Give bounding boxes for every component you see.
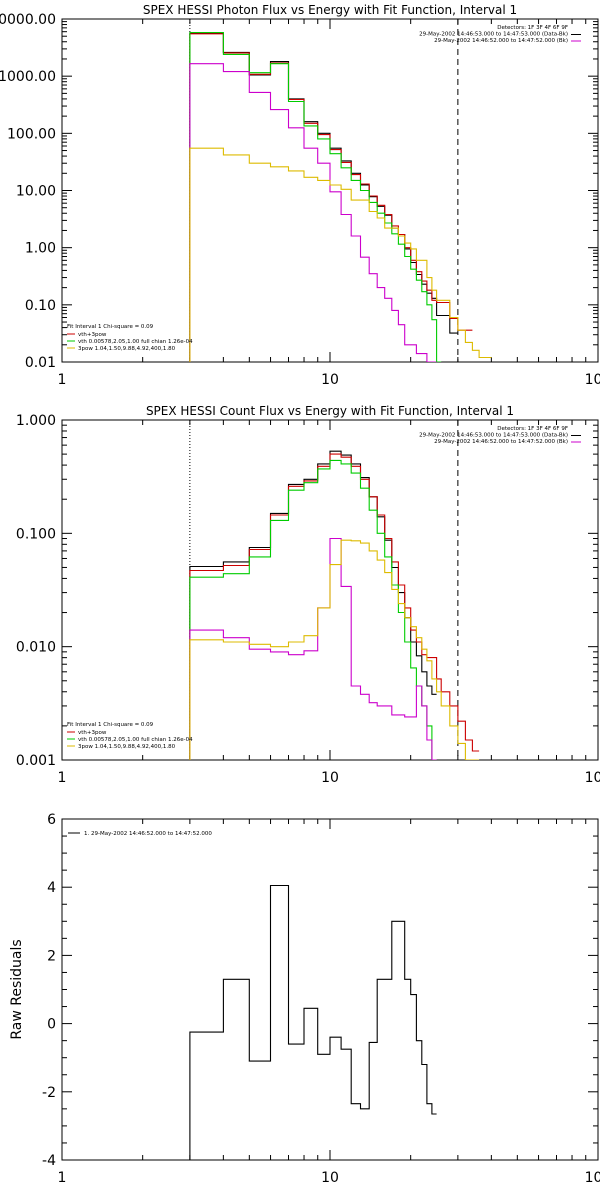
panel-1-y-tick-label: 10000.00	[0, 12, 56, 28]
panel-2-x-tick-label: 10	[321, 770, 339, 786]
panel-1-legend-entry: 3pow 1.04,1.50,9.88,4.92,400,1.80	[78, 346, 176, 352]
panel-3-y-tick-label: 6	[47, 812, 56, 828]
panel-3-series-1-line	[189, 884, 437, 1160]
panel-2-fit-title: Fit Interval 1 Chi-square = 0.09	[67, 722, 154, 728]
panel-2-series-5-line	[189, 539, 480, 760]
panel-1-y-tick-label: 1.00	[25, 241, 56, 257]
panel-3-y-tick-label: 2	[47, 948, 56, 964]
panel-2-legend-entry: vth 0.00578,2.05,1.00 full chian 1.26e-0…	[78, 737, 193, 743]
panel-3-x-tick-label: 100	[585, 1170, 600, 1186]
panel-1-y-tick-label: 0.01	[25, 355, 56, 371]
panel-1-fit-title: Fit Interval 1 Chi-square = 0.09	[67, 324, 154, 330]
panel-1-y-tick-label: 10.00	[16, 184, 56, 200]
panel-1-x-tick-label: 1	[58, 372, 67, 388]
panel-2-title: SPEX HESSI Count Flux vs Energy with Fit…	[146, 404, 514, 418]
panel-1-header-text: 29-May-2002 14:46:52.000 to 14:47:52.000…	[434, 38, 568, 44]
panel-2-y-tick-label: 0.010	[16, 640, 56, 656]
panel-3-y-tick-label: -4	[42, 1153, 56, 1169]
panel-2-x-tick-label: 100	[585, 770, 600, 786]
panel-3-x-tick-label: 10	[321, 1170, 339, 1186]
panel-1-series-3-line	[189, 31, 442, 362]
panel-2-y-tick-label: 1.000	[16, 413, 56, 429]
panel-1-y-tick-label: 100.00	[7, 126, 56, 142]
panel-1-series-2-line	[189, 33, 473, 362]
panel-2-series-3-line	[189, 459, 437, 760]
panel-3-plot-frame	[61, 818, 599, 1161]
panel-1-series-1-line	[189, 32, 458, 362]
panel-1-legend-entry: vth+3pow	[78, 332, 107, 338]
panel-1-series-4-line	[189, 63, 437, 362]
panel-2-legend-entry: 3pow 1.04,1.50,9.88,4.92,400,1.80	[78, 744, 176, 750]
panel-3-x-tick-label: 1	[58, 1170, 67, 1186]
panel-2-header-text: 29-May-2002 14:46:52.000 to 14:47:52.000…	[434, 439, 568, 445]
panel-2-x-tick-label: 1	[58, 770, 67, 786]
panel-2-y-tick-label: 0.100	[16, 526, 56, 542]
panel-3-y-tick-label: 4	[47, 880, 56, 896]
panel-1-legend-entry: vth 0.00578,2.05,1.00 full chian 1.26e-0…	[78, 339, 193, 345]
panel-3-y-tick-label: -2	[42, 1085, 56, 1101]
panel-2-series-4-line	[189, 537, 437, 760]
panel-2-legend-entry: vth+3pow	[78, 730, 107, 736]
panel-3-y-tick-label: 0	[47, 1017, 56, 1033]
panel-2-header-text: 29-May-2002 14:46:53.000 to 14:47:53.000…	[419, 433, 568, 439]
panel-1-header-text: Detectors: 1F 3F 4F 6F 9F	[497, 25, 568, 31]
panel-2-series-1-line	[189, 450, 437, 760]
panel-1-title: SPEX HESSI Photon Flux vs Energy with Fi…	[143, 3, 517, 17]
panel-1-series-5-line	[189, 147, 492, 362]
panel-1-header-text: 29-May-2002 14:46:53.000 to 14:47:53.000…	[419, 32, 568, 38]
panel-1-y-tick-label: 1000.00	[0, 69, 56, 85]
panel-3-y-axis-label: Raw Residuals	[9, 939, 25, 1039]
panel-1-x-tick-label: 100	[585, 372, 600, 388]
panel-1-y-tick-label: 0.10	[25, 298, 56, 314]
panel-2-y-tick-label: 0.001	[16, 753, 56, 769]
panel-1-x-tick-label: 10	[321, 372, 339, 388]
panel-2-series-2-line	[189, 453, 480, 760]
panel-2-header-text: Detectors: 1F 3F 4F 6F 9F	[497, 426, 568, 432]
panel-3-legend-entry: 1. 29-May-2002 14:46:52.000 to 14:47:52.…	[84, 831, 212, 837]
